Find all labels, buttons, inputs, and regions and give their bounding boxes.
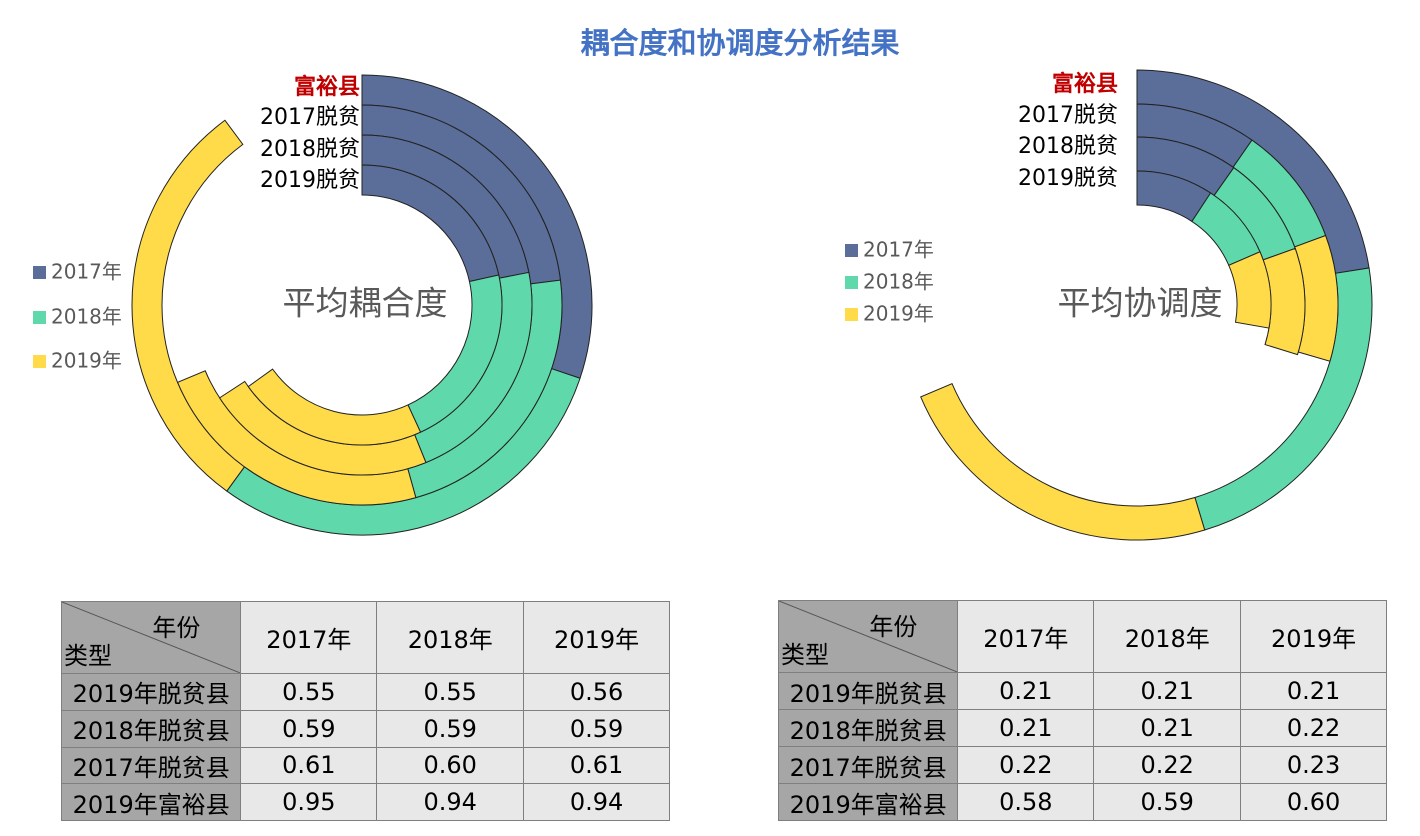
table-row: 2019年脱贫县 0.55 0.55 0.56: [60, 673, 670, 711]
ring-label: 富裕县: [1052, 71, 1118, 97]
coupling-table: 年份 类型 2017年 2018年 2019年 2019年脱贫县 0.55 0.55 0.56 2…: [60, 601, 670, 821]
legend-swatch: [845, 308, 858, 321]
row-header: 2018年脱贫县: [777, 709, 959, 747]
table-cell: 0.59: [523, 709, 670, 748]
legend-swatch: [845, 244, 858, 257]
radial-charts: 富裕县 2017脱贫 2018脱贫 2019脱贫 2017年 2018年 2019年 平均耦合…: [33, 69, 1373, 541]
diagonal-line: [62, 602, 241, 673]
legend-swatch: [33, 355, 46, 368]
corner-cell: 年份类型: [60, 601, 242, 674]
column-header: 2017年: [240, 601, 378, 674]
ring-label: 富裕县: [294, 74, 360, 100]
row-header: 2017年脱贫县: [777, 746, 959, 784]
column-header: 2018年: [1093, 600, 1242, 673]
table-cell: 0.61: [240, 746, 378, 785]
legend-label: 2017年: [51, 260, 122, 284]
table-cell: 0.94: [523, 783, 670, 821]
table-row: 2019年富裕县 0.95 0.94 0.94: [60, 783, 670, 821]
table-header-row: 年份 类型 2017年 2018年 2019年: [777, 600, 1387, 673]
legend-label: 2018年: [51, 305, 122, 329]
table-cell: 0.94: [376, 783, 525, 821]
table-cell: 0.22: [1240, 709, 1387, 747]
table-cell: 0.59: [1093, 783, 1242, 821]
ring-label: 2019脱贫: [1018, 166, 1118, 191]
table-cell: 0.59: [376, 709, 525, 748]
row-header: 2019年富裕县: [60, 783, 242, 821]
table-cell: 0.60: [376, 746, 525, 785]
table-cell: 0.22: [957, 746, 1095, 784]
table-row: 2019年富裕县 0.58 0.59 0.60: [777, 783, 1387, 821]
ring-segment-0-2019年: [131, 119, 246, 492]
legend-swatch: [33, 266, 46, 279]
ring-segment-3-2019年: [1228, 251, 1272, 329]
ring-segment-3-2019年: [247, 368, 422, 446]
legend-label: 2018年: [863, 270, 934, 294]
legend-label: 2019年: [51, 349, 122, 373]
column-header: 2018年: [376, 601, 525, 674]
diagonal-line: [779, 601, 958, 672]
row-header: 2017年脱贫县: [60, 746, 242, 785]
table-cell: 0.58: [957, 783, 1095, 821]
column-header: 2019年: [1240, 600, 1387, 673]
table-cell: 0.22: [1093, 746, 1242, 784]
corner-top: 年份: [152, 614, 201, 642]
page-title: 耦合度和协调度分析结果: [580, 26, 900, 60]
table-cell: 0.21: [957, 672, 1095, 710]
table-row: 2018年脱贫县 0.59 0.59 0.59: [60, 709, 670, 748]
corner-bottom: 类型: [64, 642, 112, 670]
ring-label: 2018脱贫: [1018, 134, 1118, 159]
table-cell: 0.59: [240, 709, 378, 748]
row-header: 2019年脱贫县: [777, 672, 959, 710]
ring-segment-0-2019年: [920, 382, 1206, 541]
table-cell: 0.23: [1240, 746, 1387, 784]
ring-label: 2017脱贫: [1018, 103, 1118, 128]
column-header: 2019年: [523, 601, 670, 674]
legend-label: 2017年: [863, 238, 934, 262]
table-cell: 0.56: [523, 673, 670, 711]
legend-swatch: [845, 276, 858, 289]
table-row: 2018年脱贫县 0.21 0.21 0.22: [777, 709, 1387, 747]
table-cell: 0.21: [957, 709, 1095, 747]
column-header: 2017年: [957, 600, 1095, 673]
table-cell: 0.55: [240, 673, 378, 711]
legend-label: 2019年: [863, 302, 934, 326]
corner-top: 年份: [869, 613, 918, 641]
row-header: 2018年脱贫县: [60, 709, 242, 748]
corner-bottom: 类型: [781, 641, 829, 669]
table-cell: 0.61: [523, 746, 670, 785]
center-label: 平均协调度: [1058, 284, 1223, 323]
table-cell: 0.95: [240, 783, 378, 821]
row-header: 2019年富裕县: [777, 783, 959, 821]
ring-label: 2019脱贫: [260, 168, 360, 193]
table-cell: 0.21: [1093, 672, 1242, 710]
table-cell: 0.21: [1093, 709, 1242, 747]
corner-cell: 年份类型: [777, 600, 959, 673]
table-row: 2017年脱贫县 0.22 0.22 0.23: [777, 746, 1387, 784]
table-row: 2019年脱贫县 0.21 0.21 0.21: [777, 672, 1387, 710]
ring-label: 2018脱贫: [260, 137, 360, 162]
row-header: 2019年脱贫县: [60, 673, 242, 711]
table-cell: 0.55: [376, 673, 525, 711]
table-header-row: 年份 类型 2017年 2018年 2019年: [60, 601, 670, 674]
table-cell: 0.60: [1240, 783, 1387, 821]
coordination-table: 年份 类型 2017年 2018年 2019年 2019年脱贫县 0.21 0.21 0.21 2…: [777, 600, 1387, 821]
table-cell: 0.21: [1240, 672, 1387, 710]
ring-label: 2017脱贫: [260, 105, 360, 130]
table-row: 2017年脱贫县 0.61 0.60 0.61: [60, 746, 670, 785]
legend-swatch: [33, 311, 46, 324]
center-label: 平均耦合度: [283, 284, 448, 323]
